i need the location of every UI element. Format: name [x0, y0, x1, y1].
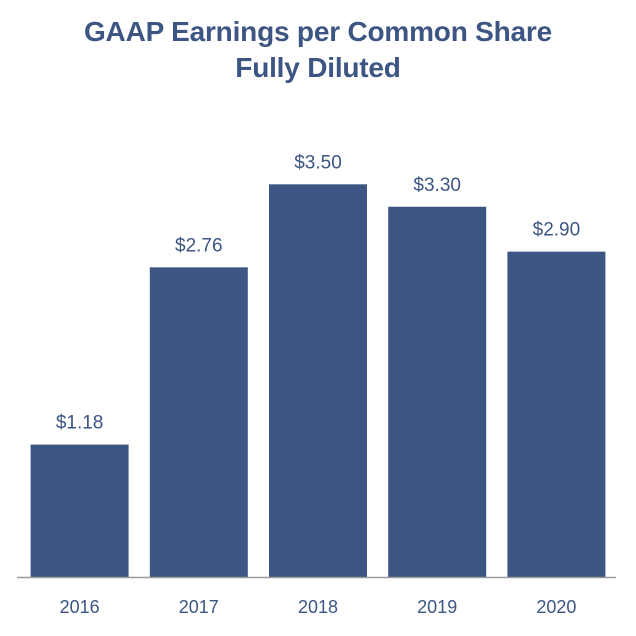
chart-subtitle: Fully Diluted — [235, 52, 401, 83]
data-label-2020: $2.90 — [533, 220, 581, 241]
chart-title: GAAP Earnings per Common Share — [83, 16, 553, 47]
x-tick-label-2017: 2017 — [179, 597, 219, 617]
bar-2019 — [388, 206, 487, 577]
data-label-2018: $3.50 — [294, 152, 342, 173]
data-label-2017: $2.76 — [175, 235, 223, 256]
x-tick-label-2018: 2018 — [298, 597, 338, 617]
chart-title-block: GAAP Earnings per Common Share Fully Dil… — [0, 14, 636, 86]
bar-2016 — [30, 444, 129, 577]
x-tick-label-2019: 2019 — [417, 597, 457, 617]
bar-2020 — [507, 251, 606, 577]
x-tick-label-2020: 2020 — [536, 597, 576, 617]
bar-2018 — [269, 184, 367, 577]
data-label-2016: $1.18 — [56, 413, 104, 434]
bar-2017 — [149, 267, 248, 577]
data-label-2019: $3.30 — [413, 175, 461, 196]
x-tick-label-2016: 2016 — [60, 597, 100, 617]
